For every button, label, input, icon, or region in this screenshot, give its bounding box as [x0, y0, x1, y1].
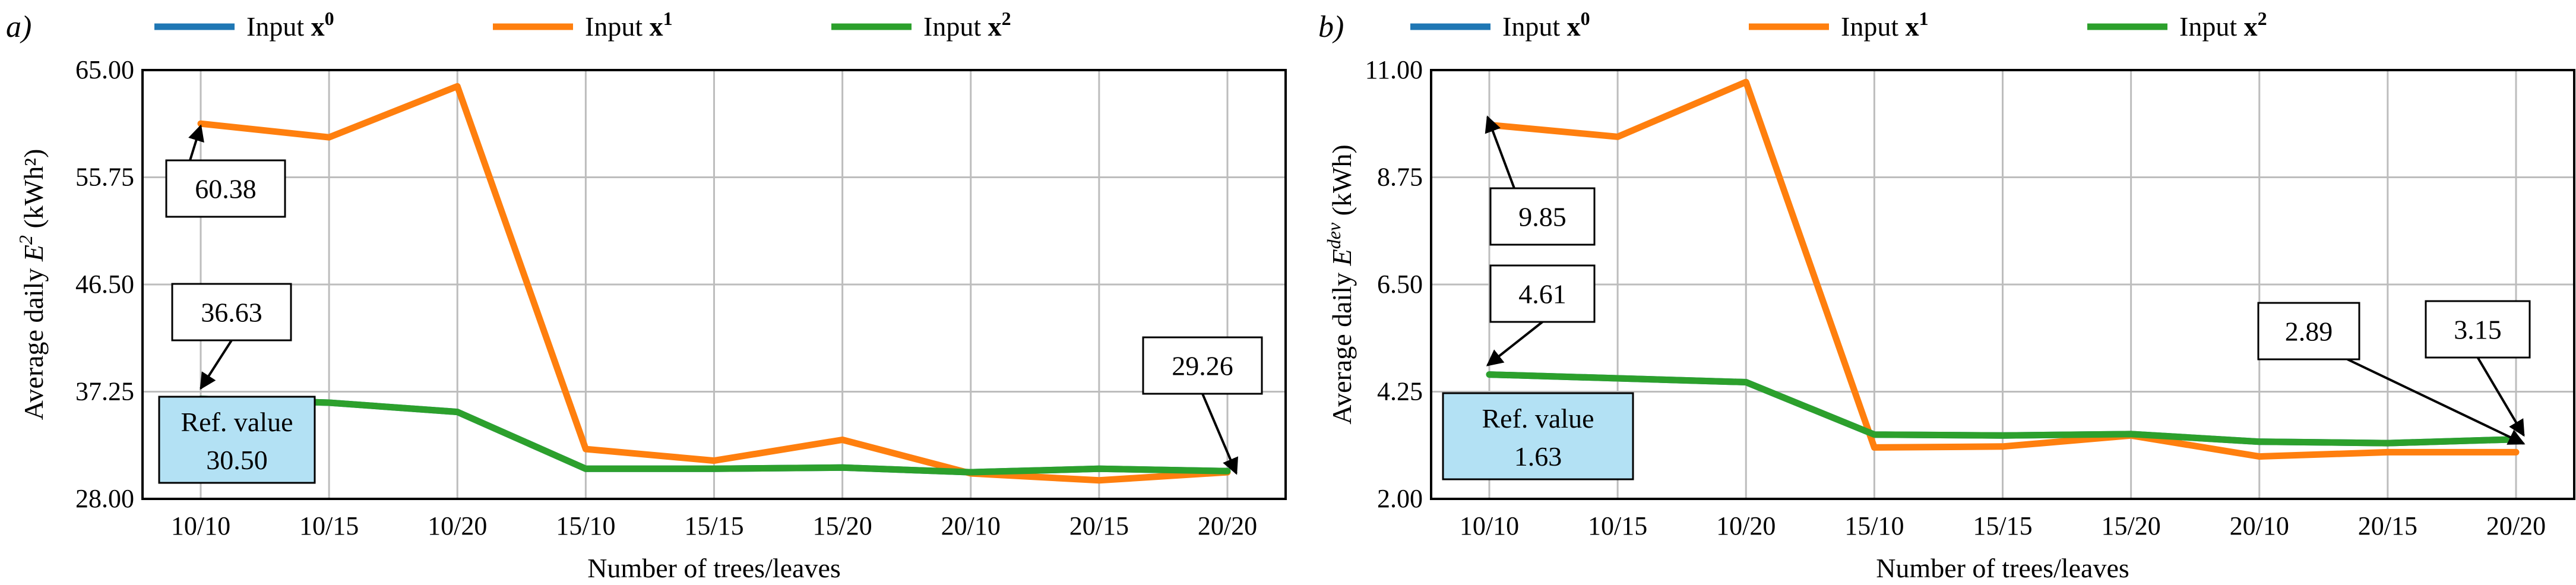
legend-label-var: x [988, 11, 1002, 42]
legend-label-sup: 2 [1002, 8, 1011, 29]
x-tick-label: 15/20 [813, 511, 872, 540]
annotation-label: 29.26 [1172, 351, 1233, 381]
legend-label-var: x [2244, 11, 2258, 42]
reference-box [1442, 392, 1634, 480]
legend-label-base: Input [585, 11, 650, 42]
legend-label: Input x1 [1841, 8, 1929, 42]
y-axis-label: Average daily E2 (kWh²) [15, 149, 49, 420]
annotation-label: 3.15 [2454, 315, 2502, 345]
panel-label: a) [6, 10, 31, 44]
x-tick-label: 20/20 [2486, 511, 2546, 540]
legend-label: Input x2 [2179, 8, 2267, 42]
plot-frame [1430, 69, 2575, 500]
y-tick-label: 6.50 [1377, 270, 1423, 299]
legend-label-sup: 1 [1919, 8, 1929, 29]
legend-label-sup: 0 [1581, 8, 1590, 29]
y-tick-label: 28.00 [75, 484, 134, 513]
legend-label-base: Input [1502, 11, 1567, 42]
x-tick-label: 10/20 [428, 511, 487, 540]
legend-label: Input x2 [923, 8, 1011, 42]
y-tick-label: 8.75 [1377, 163, 1423, 192]
chart-panel-b: 2.00 4.25 6.50 8.75 11.00 10/10 10/15 10/20 15/1… [1318, 8, 2575, 583]
x-tick-label: 10/10 [171, 511, 230, 540]
y-axis-label: Average daily Edev (kWh) [1323, 144, 1357, 424]
reference-box [158, 396, 316, 484]
annotation-arrow [1486, 321, 1543, 366]
x-tick-label: 20/15 [1069, 511, 1129, 540]
x-tick-label: 15/15 [1973, 511, 2032, 540]
legend-label-base: Input [923, 11, 988, 42]
x-tick-label: 10/15 [1588, 511, 1647, 540]
y-tick-label: 4.25 [1377, 377, 1423, 406]
y-tick-label: 65.00 [75, 55, 134, 84]
reference-value: 30.50 [206, 445, 268, 475]
x-tick-label: 20/20 [1198, 511, 1257, 540]
annotation-box [1489, 187, 1596, 246]
x-tick-label: 15/15 [684, 511, 743, 540]
annotation-arrow [188, 124, 204, 161]
x-tick-label: 15/20 [2102, 511, 2161, 540]
annotation-box [2425, 300, 2531, 359]
legend-label-var: x [311, 11, 325, 42]
legend-label: Input x0 [246, 8, 334, 42]
x-tick-label: 20/10 [2230, 511, 2289, 540]
plot-frame [141, 69, 1287, 500]
annotation-label: 2.89 [2285, 317, 2333, 347]
y-axis-label-prefix: Average daily [18, 261, 49, 420]
y-axis-label-symbol: E [1327, 249, 1357, 266]
y-tick-label: 2.00 [1377, 484, 1423, 513]
legend-label-sup: 0 [325, 8, 334, 29]
annotation-arrow [1485, 115, 1515, 189]
annotation-arrow [2476, 356, 2525, 437]
reference-label: Ref. value [1482, 403, 1594, 434]
annotation-label: 36.63 [201, 298, 262, 328]
annotation-box [1489, 264, 1596, 323]
x-tick-label: 20/15 [2358, 511, 2417, 540]
legend-label-sup: 2 [2258, 8, 2267, 29]
y-axis-label-unit: (kWh) [1327, 144, 1357, 223]
x-axis-label: Number of trees/leaves [587, 553, 841, 583]
y-axis-label-unit: (kWh²) [18, 149, 49, 235]
annotation-arrow [1201, 393, 1239, 475]
reference-value: 1.63 [1514, 441, 1562, 472]
y-axis-label-sup: dev [1323, 222, 1344, 249]
legend-label: Input x0 [1502, 8, 1590, 42]
y-tick-label: 37.25 [75, 377, 134, 406]
annotation-box [165, 159, 286, 218]
annotation-arrow [200, 339, 233, 390]
x-axis-label: Number of trees/leaves [1876, 553, 2129, 583]
legend-label-base: Input [1841, 11, 1906, 42]
x-tick-label: 10/10 [1460, 511, 1519, 540]
annotation-box [1142, 336, 1263, 395]
annotation-label: 9.85 [1518, 202, 1567, 232]
y-axis-label-sup: 2 [15, 235, 36, 245]
legend-label-base: Input [246, 11, 311, 42]
y-tick-label: 11.00 [1365, 55, 1423, 84]
reference-label: Ref. value [181, 407, 293, 437]
legend-label-sup: 1 [663, 8, 673, 29]
legend-label: Input x1 [585, 8, 673, 42]
annotation-box [171, 283, 292, 341]
annotation-arrow [2347, 358, 2526, 445]
x-tick-label: 10/15 [299, 511, 359, 540]
panel-label: b) [1318, 10, 1344, 44]
legend-label-var: x [650, 11, 663, 42]
y-axis-label-symbol: E [18, 245, 49, 262]
annotation-box [2257, 302, 2360, 361]
chart-panel-a: 28.00 37.25 46.50 55.75 65.00 10/10 10/15 10/20… [6, 8, 1287, 583]
legend-label-var: x [1567, 11, 1581, 42]
legend-label-var: x [1906, 11, 1919, 42]
x-tick-label: 10/20 [1716, 511, 1776, 540]
annotation-label: 60.38 [195, 174, 257, 204]
legend-label-base: Input [2179, 11, 2244, 42]
x-tick-label: 20/10 [941, 511, 1001, 540]
y-tick-label: 46.50 [75, 270, 134, 299]
annotation-label: 4.61 [1518, 279, 1567, 309]
y-axis-label-prefix: Average daily [1327, 265, 1357, 424]
x-tick-label: 15/10 [556, 511, 615, 540]
y-tick-label: 55.75 [75, 163, 134, 192]
x-tick-label: 15/10 [1844, 511, 1904, 540]
